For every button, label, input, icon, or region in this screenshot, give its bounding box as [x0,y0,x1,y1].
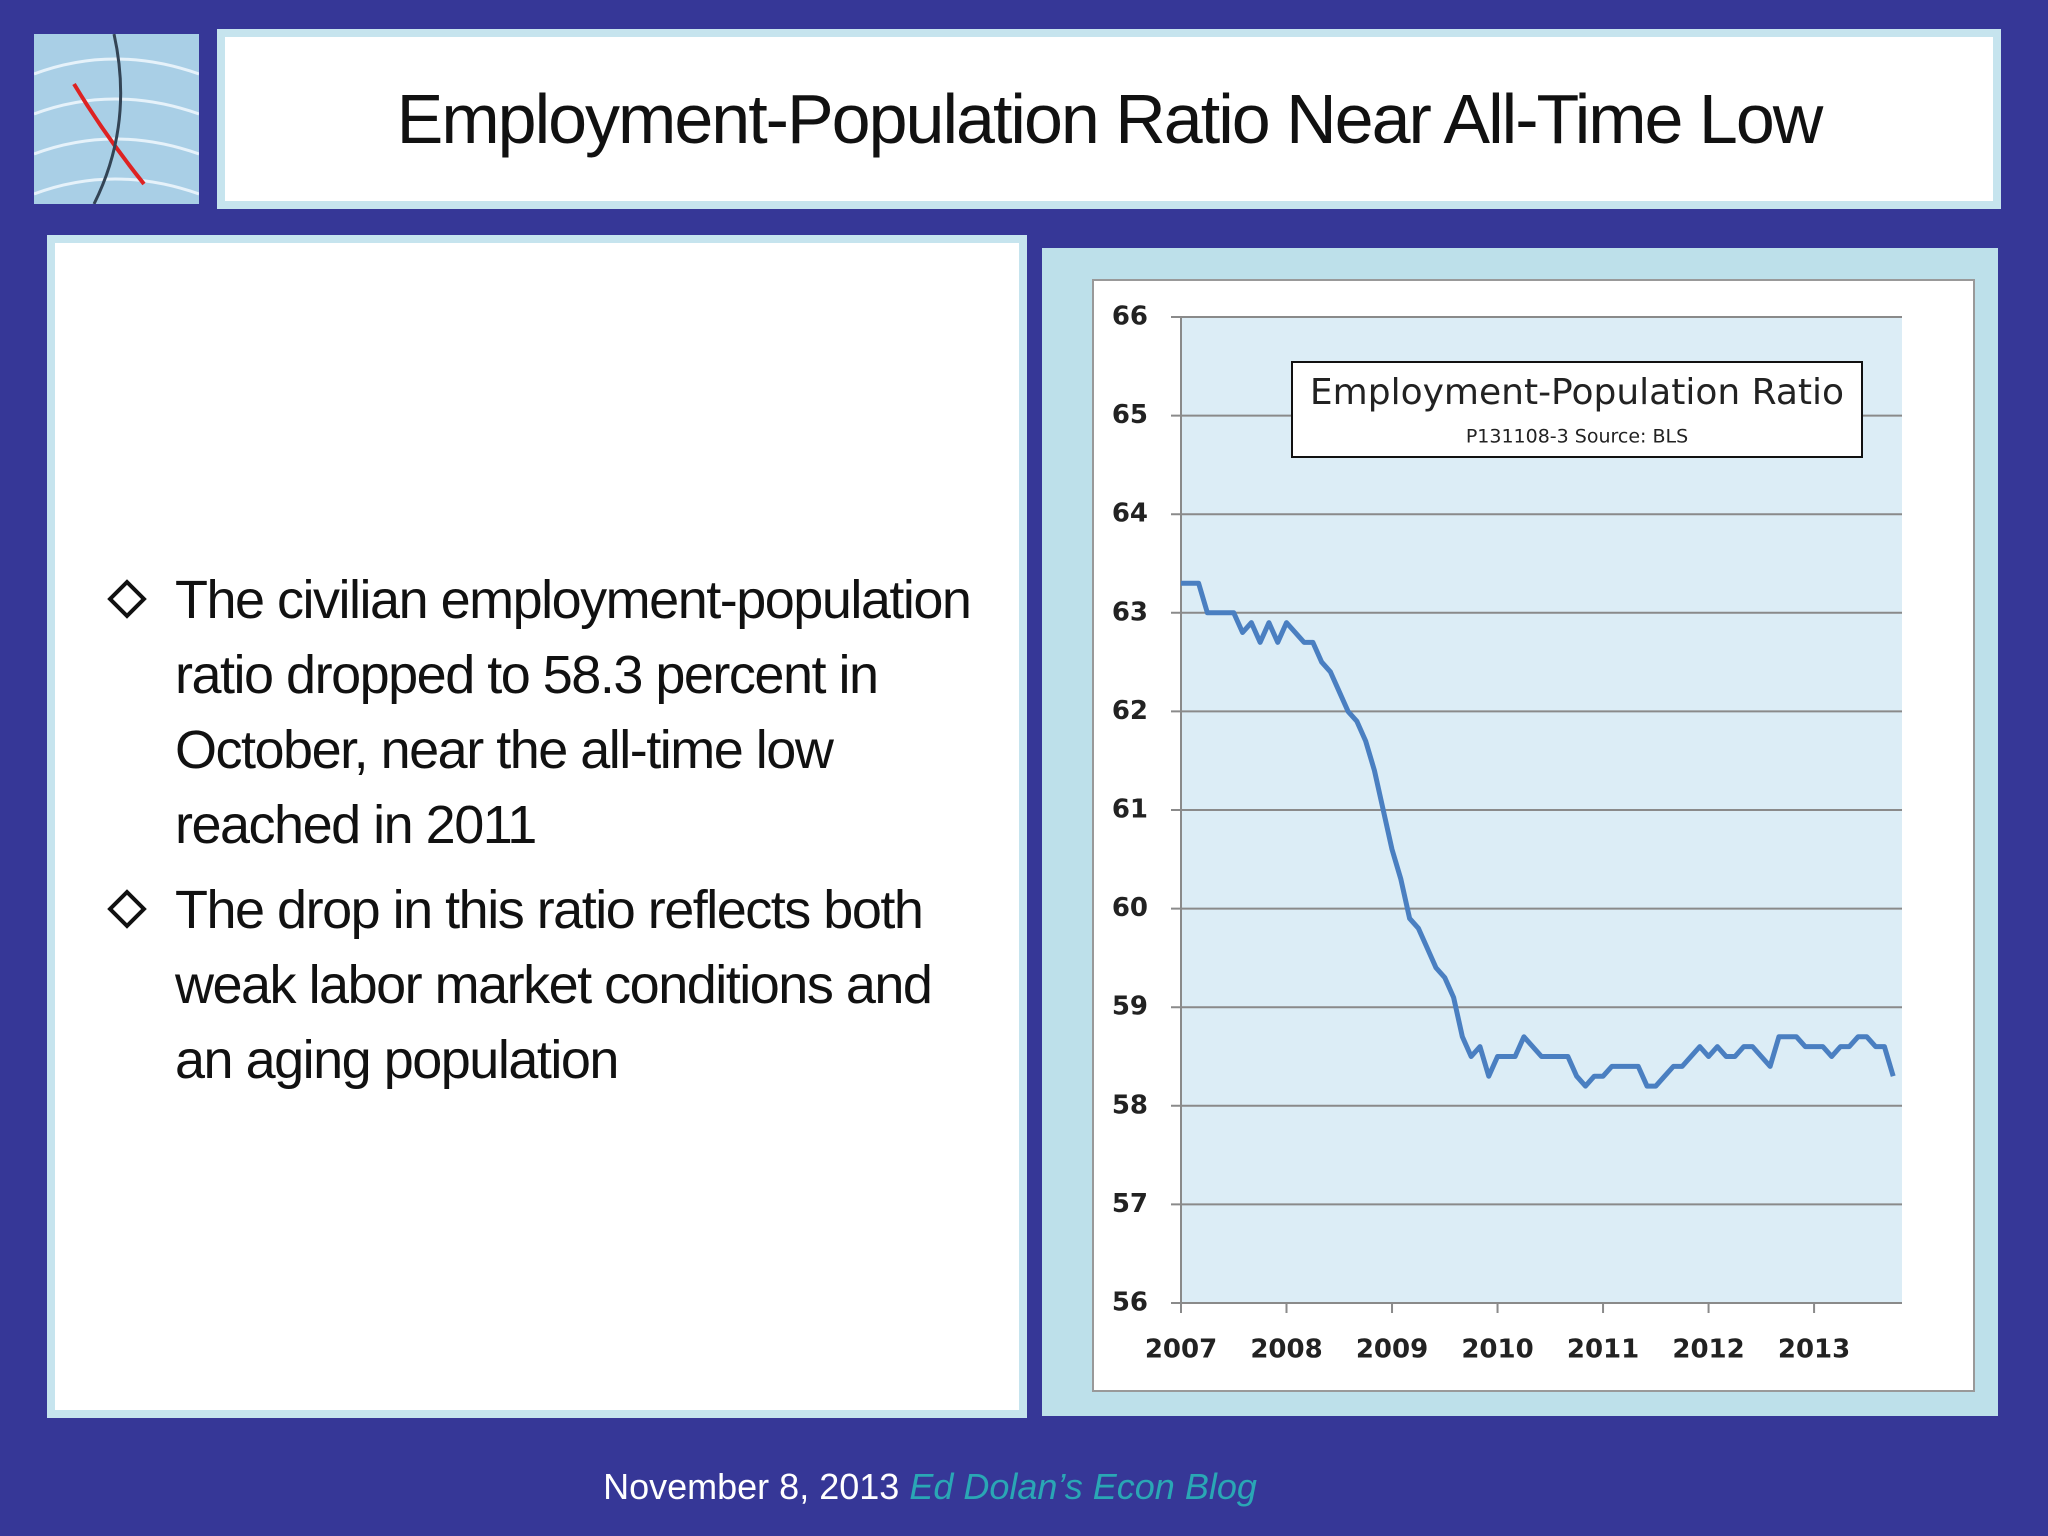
bullet: The civilian employment-population ratio… [95,563,985,863]
x-tick-label: 2012 [1672,1335,1744,1365]
footer: November 8, 2013 Ed Dolan’s Econ Blog [0,1466,1860,1508]
x-tick-label: 2013 [1778,1335,1850,1365]
y-tick-label: 59 [1112,992,1148,1022]
text-panel: The civilian employment-population ratio… [47,235,1027,1418]
data-line [1181,580,1896,1089]
y-tick-label: 58 [1112,1090,1148,1120]
chart-title-box [1291,361,1863,458]
x-tick-label: 2011 [1567,1335,1639,1365]
y-tick-label: 60 [1112,893,1148,923]
chart-title: Employment-Population Ratio [1310,372,1844,413]
y-tick-label: 57 [1112,1189,1148,1219]
bullet-list: The civilian employment-population ratio… [95,563,985,1108]
x-tick-label: 2009 [1356,1335,1428,1365]
y-tick-label: 56 [1112,1288,1148,1318]
logo-art [34,34,199,204]
slide-title: Employment-Population Ratio Near All-Tim… [396,80,1824,158]
y-tick-label: 61 [1112,795,1148,825]
y-tick-label: 64 [1112,499,1148,529]
y-tick-label: 66 [1112,302,1148,332]
x-tick-label: 2008 [1250,1335,1322,1365]
y-tick-label: 65 [1112,400,1148,430]
footer-blog: Ed Dolan’s Econ Blog [909,1466,1257,1507]
y-tick-label: 63 [1112,597,1148,627]
bullet: The drop in this ratio reflects both wea… [95,873,985,1098]
header: Employment-Population Ratio Near All-Tim… [217,29,2001,209]
x-tick-label: 2007 [1145,1335,1217,1365]
chart-subtitle: P131108-3 Source: BLS [1466,426,1688,448]
x-tick-label: 2010 [1461,1335,1533,1365]
y-tick-label: 62 [1112,696,1148,726]
footer-date: November 8, 2013 [603,1466,900,1507]
logo [34,34,199,204]
